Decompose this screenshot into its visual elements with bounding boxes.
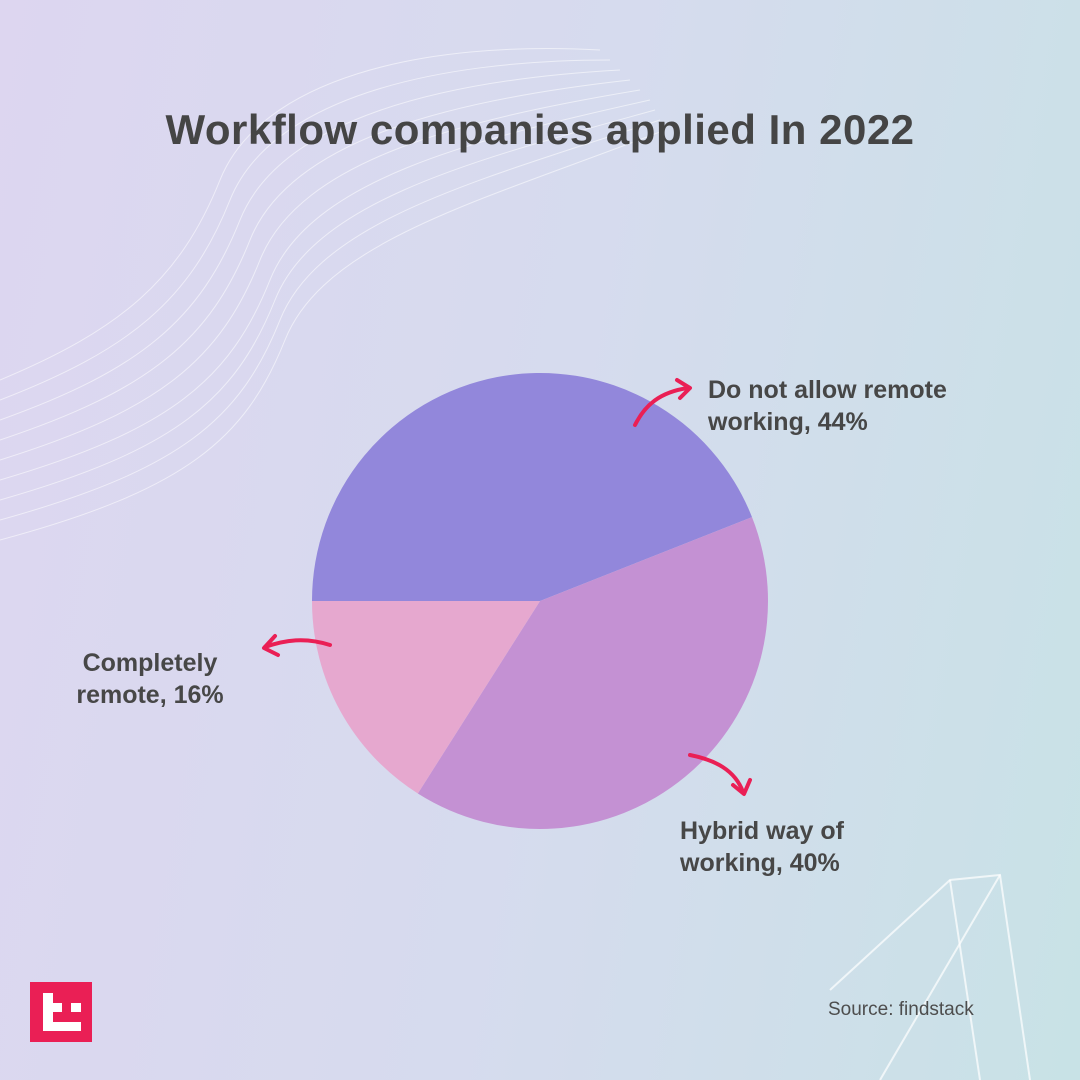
pie-slice <box>312 373 752 601</box>
decorative-waves <box>0 48 666 541</box>
data-label: Completely remote, 16% <box>76 649 224 709</box>
logo <box>30 982 92 1042</box>
data-label: Do not allow remote working, 44% <box>708 376 947 436</box>
pie-slice <box>417 517 768 829</box>
pie <box>312 373 768 829</box>
chart-title: Workflow companies applied In 2022 <box>165 106 915 153</box>
decorative-prism <box>829 873 1031 1080</box>
data-label: Hybrid way of working, 40% <box>680 817 844 877</box>
source: Source: findstack <box>828 999 974 1020</box>
arrows <box>262 378 752 796</box>
pie-slice <box>312 601 540 794</box>
